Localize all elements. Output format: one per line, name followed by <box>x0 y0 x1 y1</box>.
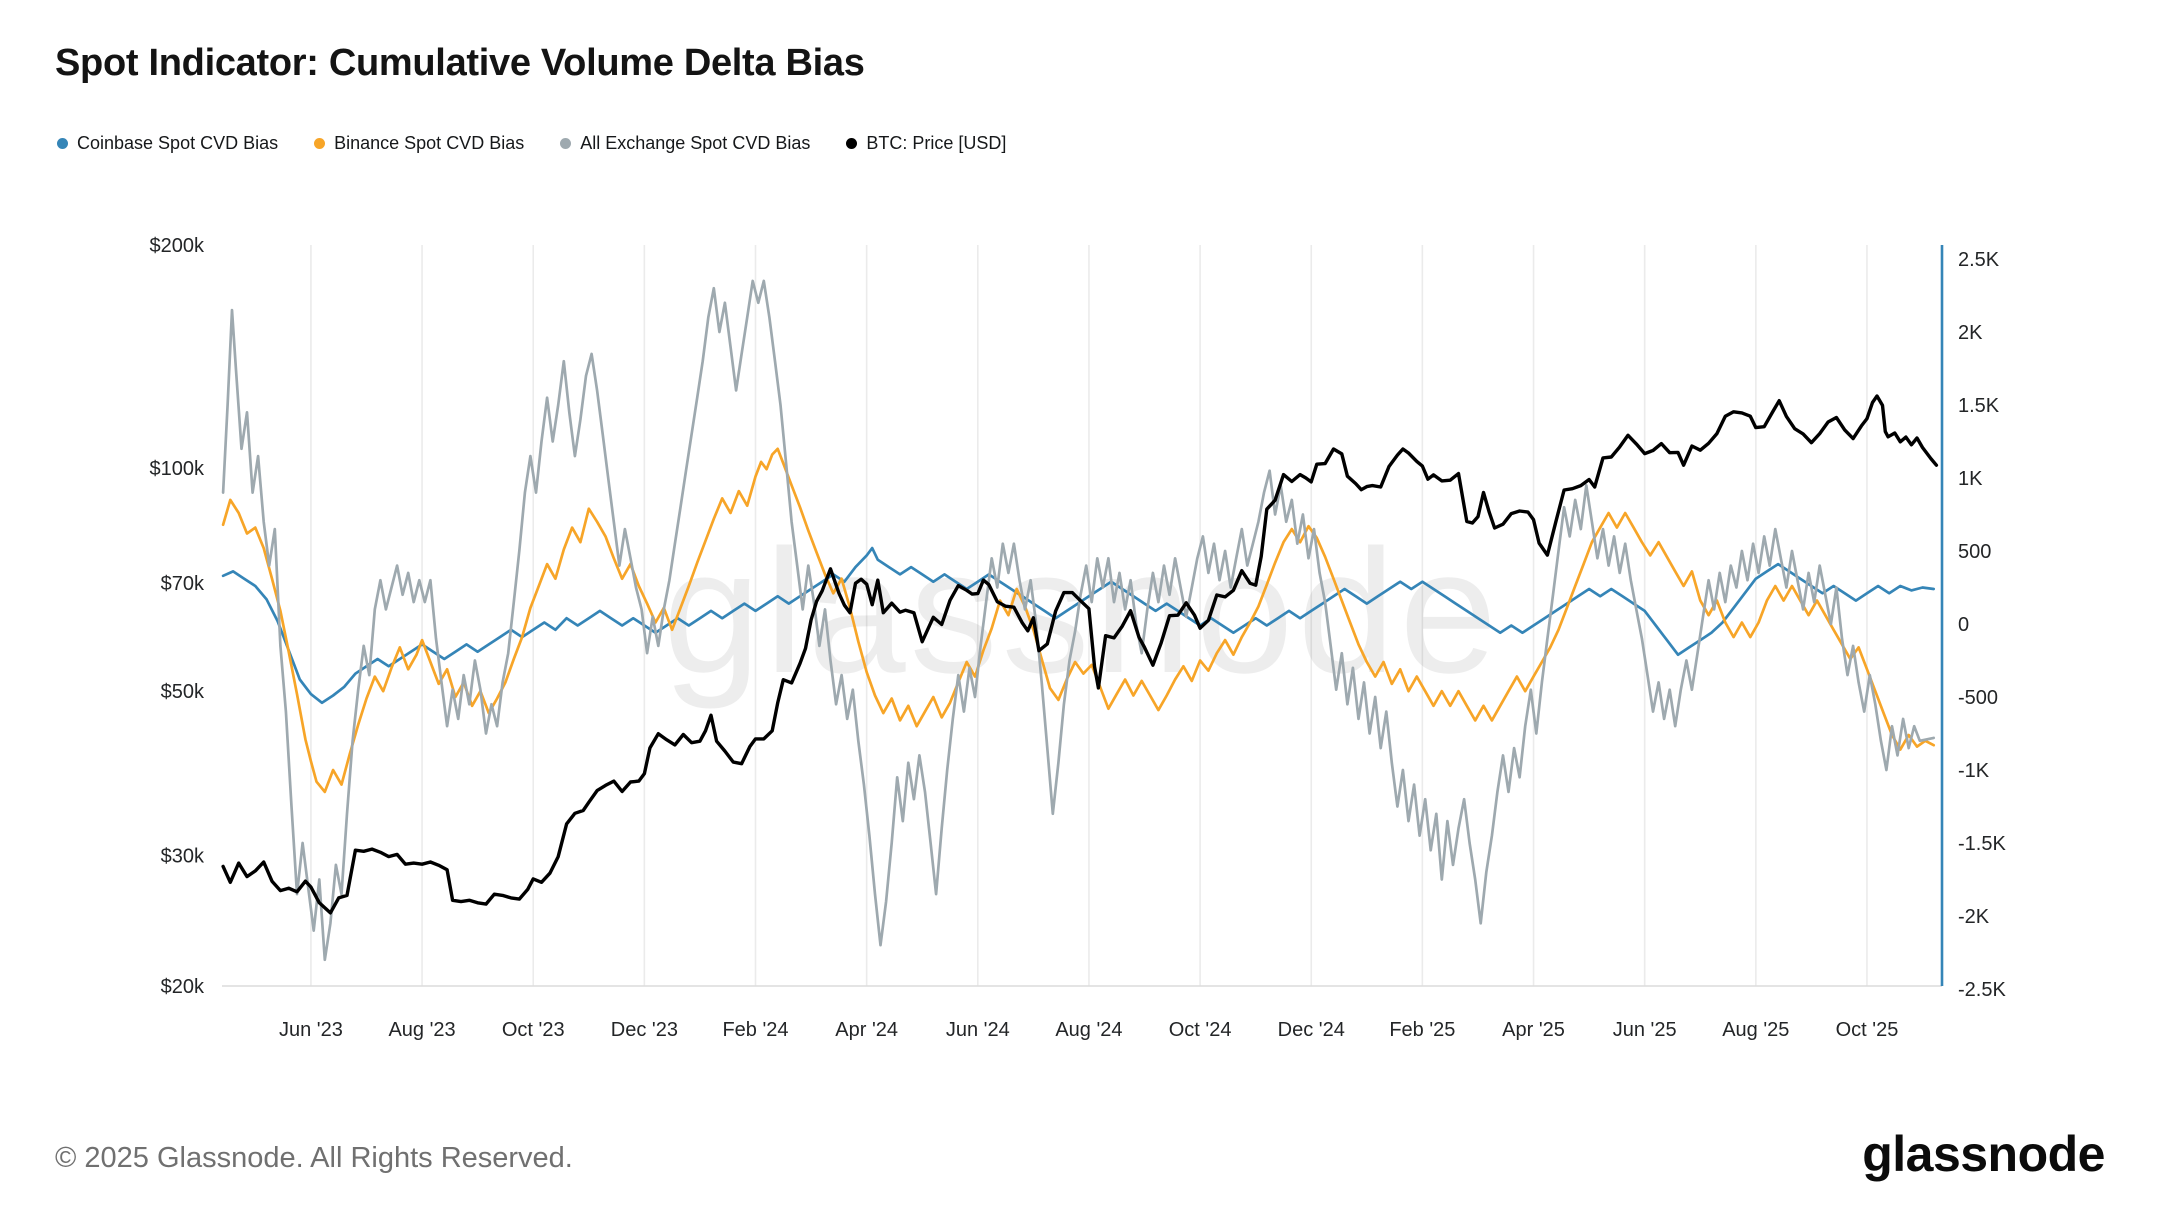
x-axis-tick-label: Apr '25 <box>1502 1019 1565 1041</box>
left-axis-tick-label: $20k <box>161 976 205 998</box>
left-axis-tick-label: $70k <box>161 573 205 595</box>
x-axis-tick-label: Dec '23 <box>611 1019 678 1041</box>
legend-dot <box>57 138 68 149</box>
series-line-coinbase-spot-cvd-bias <box>221 546 1936 705</box>
left-axis-tick-label: $200k <box>150 235 205 257</box>
glassnode-watermark: glassnode <box>663 514 1501 710</box>
left-axis-tick-label: $30k <box>161 846 205 868</box>
x-axis-tick-label: Dec '24 <box>1278 1019 1345 1041</box>
legend-dot <box>560 138 572 149</box>
legend: Coinbase Spot CVD Bias Binance Spot CVD B… <box>57 133 1006 154</box>
copyright-text: © 2025 Glassnode. All Rights Reserved. <box>55 1142 573 1174</box>
left-axis-tick-label: $50k <box>161 681 205 703</box>
x-axis-tick-label: Oct '23 <box>502 1019 565 1041</box>
right-axis-tick-label: 2K <box>1958 322 1983 344</box>
legend-item-btc-price-usd[interactable]: BTC: Price [USD] <box>846 133 1006 154</box>
right-axis-tick-label: -2.5K <box>1958 979 2006 1001</box>
x-axis-tick-label: Jun '24 <box>946 1019 1010 1041</box>
legend-dot <box>846 138 858 149</box>
right-axis-tick-label: 0 <box>1958 614 1969 636</box>
legend-item-all-exchange-spot-cvd-bias[interactable]: All Exchange Spot CVD Bias <box>560 133 810 154</box>
x-axis-tick-label: Aug '24 <box>1055 1019 1122 1041</box>
right-axis-tick-label: -1K <box>1958 760 1990 782</box>
x-axis-tick-label: Oct '24 <box>1169 1019 1232 1041</box>
right-axis-tick-label: -500 <box>1958 687 1998 709</box>
right-axis-tick-label: -2K <box>1958 906 1990 928</box>
glassnode-logo[interactable]: glassnode <box>1862 1126 2105 1182</box>
x-axis-tick-label: Aug '23 <box>388 1019 455 1041</box>
x-axis-tick-label: Feb '24 <box>722 1019 788 1041</box>
right-axis-tick-label: 500 <box>1958 541 1991 563</box>
x-axis-tick-label: Jun '25 <box>1613 1019 1677 1041</box>
legend-label: Coinbase Spot CVD Bias <box>77 133 279 153</box>
left-axis-tick-label: $100k <box>150 458 205 480</box>
legend-label: BTC: Price [USD] <box>866 133 1007 153</box>
legend-item-coinbase-spot-cvd-bias[interactable]: Coinbase Spot CVD Bias <box>57 133 278 154</box>
x-axis-tick-label: Feb '25 <box>1389 1019 1455 1041</box>
legend-label: Binance Spot CVD Bias <box>334 133 525 153</box>
right-axis-tick-label: 1K <box>1958 468 1983 490</box>
x-axis-tick-label: Apr '24 <box>835 1019 898 1041</box>
x-axis-tick-label: Jun '23 <box>279 1019 343 1041</box>
series-line-all-exchange-spot-cvd-bias <box>221 279 1936 962</box>
right-axis-tick-label: 1.5K <box>1958 395 2000 417</box>
x-axis-tick-label: Oct '25 <box>1836 1019 1899 1041</box>
series-line-btc-price-usd <box>221 394 1939 915</box>
legend-item-binance-spot-cvd-bias[interactable]: Binance Spot CVD Bias <box>314 133 524 154</box>
chart-plot-area[interactable] <box>222 245 1942 986</box>
right-axis-tick-label: -1.5K <box>1958 833 2006 855</box>
legend-label: All Exchange Spot CVD Bias <box>580 133 811 153</box>
x-axis-tick-label: Aug '25 <box>1722 1019 1789 1041</box>
page-title: Spot Indicator: Cumulative Volume Delta … <box>55 42 865 84</box>
legend-dot <box>314 138 326 149</box>
right-axis-tick-label: 2.5K <box>1958 249 2000 271</box>
